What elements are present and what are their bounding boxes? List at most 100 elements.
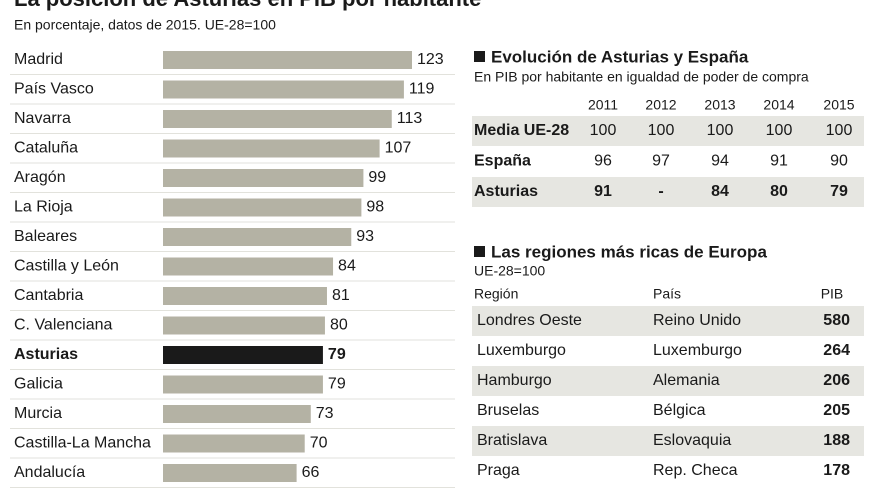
row-background [472, 426, 864, 456]
cell: Bratislava [477, 432, 547, 449]
category-label: Baleares [14, 228, 77, 245]
value-label: 123 [417, 51, 444, 68]
category-label: Cataluña [14, 140, 78, 157]
category-label: Andalucía [14, 464, 85, 481]
category-label: C. Valenciana [14, 317, 113, 334]
cell: 100 [826, 122, 853, 139]
bar [163, 287, 327, 305]
cell: 580 [823, 312, 850, 329]
category-label: Galicia [14, 376, 63, 393]
column-header: 2012 [645, 97, 676, 113]
row-background [472, 366, 864, 396]
category-label: Aragón [14, 169, 66, 186]
column-header: País [653, 286, 681, 302]
cell: 205 [823, 402, 850, 419]
value-label: 98 [366, 199, 384, 216]
cell: 90 [830, 153, 848, 170]
bar [163, 110, 392, 128]
column-header: Región [474, 286, 518, 302]
value-label: 81 [332, 287, 350, 304]
category-label: Navarra [14, 110, 71, 127]
row-background [472, 177, 864, 207]
cell: Praga [477, 462, 520, 479]
column-header: 2015 [823, 97, 854, 113]
value-label: 119 [409, 81, 435, 98]
cell: Bruselas [477, 402, 539, 419]
row-background [472, 116, 864, 146]
cell: Eslovaquia [653, 432, 731, 449]
cell: 97 [652, 153, 670, 170]
value-label: 99 [368, 169, 386, 186]
value-label: 70 [310, 435, 328, 452]
cell: 91 [770, 153, 788, 170]
category-label: País Vasco [14, 81, 94, 98]
value-label: 73 [316, 405, 334, 422]
row-label: España [474, 153, 531, 170]
value-label: 84 [338, 258, 356, 275]
table-title: Evolución de Asturias y España [491, 47, 749, 66]
bar [163, 169, 364, 187]
cell: Alemania [653, 372, 720, 389]
value-label: 66 [302, 464, 320, 481]
cell: 188 [823, 432, 850, 449]
category-label: Cantabria [14, 287, 83, 304]
cell: 80 [770, 183, 788, 200]
column-header: 2013 [704, 97, 735, 113]
category-label: Castilla-La Mancha [14, 435, 151, 452]
value-label: 93 [356, 228, 374, 245]
value-label: 80 [330, 317, 348, 334]
cell: 178 [823, 462, 850, 479]
category-label: Madrid [14, 51, 63, 68]
bar [163, 464, 297, 482]
bar [163, 405, 311, 423]
category-label: La Rioja [14, 199, 73, 216]
bar [163, 51, 412, 69]
cell: Londres Oeste [477, 312, 582, 329]
bar [163, 257, 334, 276]
category-label: Castilla y León [14, 258, 119, 275]
category-label: Murcia [14, 405, 62, 422]
column-header: PIB [821, 286, 844, 302]
cell: Reino Unido [653, 312, 741, 329]
bullet [474, 246, 485, 257]
table-title: Las regiones más ricas de Europa [491, 242, 767, 261]
cell: 206 [823, 372, 850, 389]
bullet [474, 51, 485, 62]
cell: Luxemburgo [653, 342, 742, 359]
value-label: 113 [397, 110, 423, 127]
cell: 91 [594, 183, 612, 200]
cell: 96 [594, 153, 612, 170]
subtitle: En porcentaje, datos de 2015. UE-28=100 [14, 17, 276, 33]
cell: Bélgica [653, 402, 706, 419]
cell: 100 [766, 122, 793, 139]
bar [163, 80, 404, 99]
cell: Luxemburgo [477, 342, 566, 359]
cell: Rep. Checa [653, 462, 738, 479]
bar [163, 316, 325, 335]
value-label: 107 [385, 140, 412, 157]
value-label: 79 [328, 376, 346, 393]
cell: 100 [648, 122, 675, 139]
value-label: 79 [328, 346, 346, 363]
bar [163, 346, 323, 364]
row-label: Asturias [474, 183, 538, 200]
column-header: 2011 [588, 97, 618, 113]
cell: 94 [711, 153, 729, 170]
table-subtitle: En PIB por habitante en igualdad de pode… [474, 69, 809, 85]
cell: - [658, 183, 663, 200]
cell: 100 [590, 122, 617, 139]
cell: 79 [830, 183, 848, 200]
cell: 84 [711, 183, 729, 200]
cell: Hamburgo [477, 372, 552, 389]
table-subtitle: UE-28=100 [474, 263, 545, 279]
bar [163, 434, 305, 453]
row-label: Media UE-28 [474, 122, 569, 139]
cell: 100 [707, 122, 734, 139]
row-background [472, 306, 864, 336]
bar [163, 228, 352, 246]
category-label: Asturias [14, 346, 78, 363]
bar [163, 198, 362, 217]
bar [163, 375, 323, 394]
cell: 264 [823, 342, 850, 359]
column-header: 2014 [763, 97, 794, 113]
